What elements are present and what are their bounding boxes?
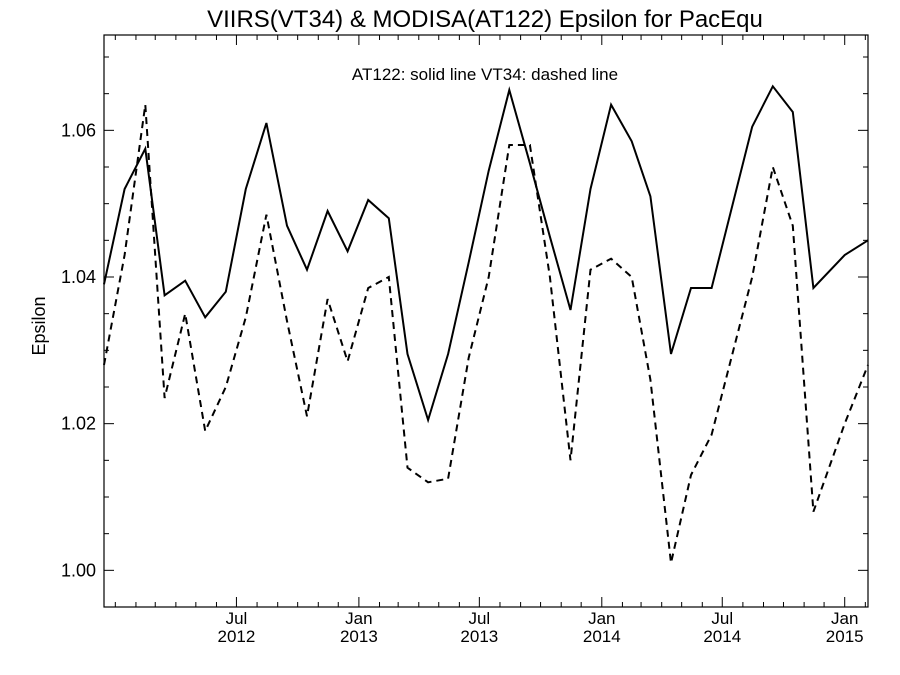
legend-annotation: AT122: solid line VT34: dashed line xyxy=(352,65,618,84)
plot-frame xyxy=(103,34,869,608)
series-line-vt34 xyxy=(103,104,869,564)
x-axis-ticks: Jul2012Jan2013Jul2013Jan2014Jul2014Jan20… xyxy=(114,35,866,646)
y-tick-label: 1.06 xyxy=(61,120,96,140)
x-tick-month-label: Jul xyxy=(226,609,248,628)
x-tick-month-label: Jan xyxy=(588,609,615,628)
x-tick-year-label: 2015 xyxy=(826,627,864,646)
series-layer xyxy=(103,84,869,564)
y-tick-label: 1.04 xyxy=(61,267,96,287)
y-tick-label: 1.00 xyxy=(61,560,96,580)
x-tick-year-label: 2013 xyxy=(340,627,378,646)
x-tick-year-label: 2013 xyxy=(460,627,498,646)
x-tick-year-label: 2014 xyxy=(703,627,741,646)
y-tick-label: 1.02 xyxy=(61,414,96,434)
chart-title: VIIRS(VT34) & MODISA(AT122) Epsilon for … xyxy=(207,6,763,33)
x-tick-year-label: 2012 xyxy=(218,627,256,646)
x-tick-year-label: 2014 xyxy=(583,627,621,646)
x-tick-month-label: Jan xyxy=(345,609,372,628)
x-tick-month-label: Jan xyxy=(831,609,858,628)
y-axis-label: Epsilon xyxy=(29,296,49,355)
x-tick-month-label: Jul xyxy=(468,609,490,628)
x-tick-month-label: Jul xyxy=(711,609,733,628)
y-axis-ticks: 1.00 1.02 1.04 1.06 xyxy=(61,56,868,608)
series-line-at122 xyxy=(103,84,869,424)
